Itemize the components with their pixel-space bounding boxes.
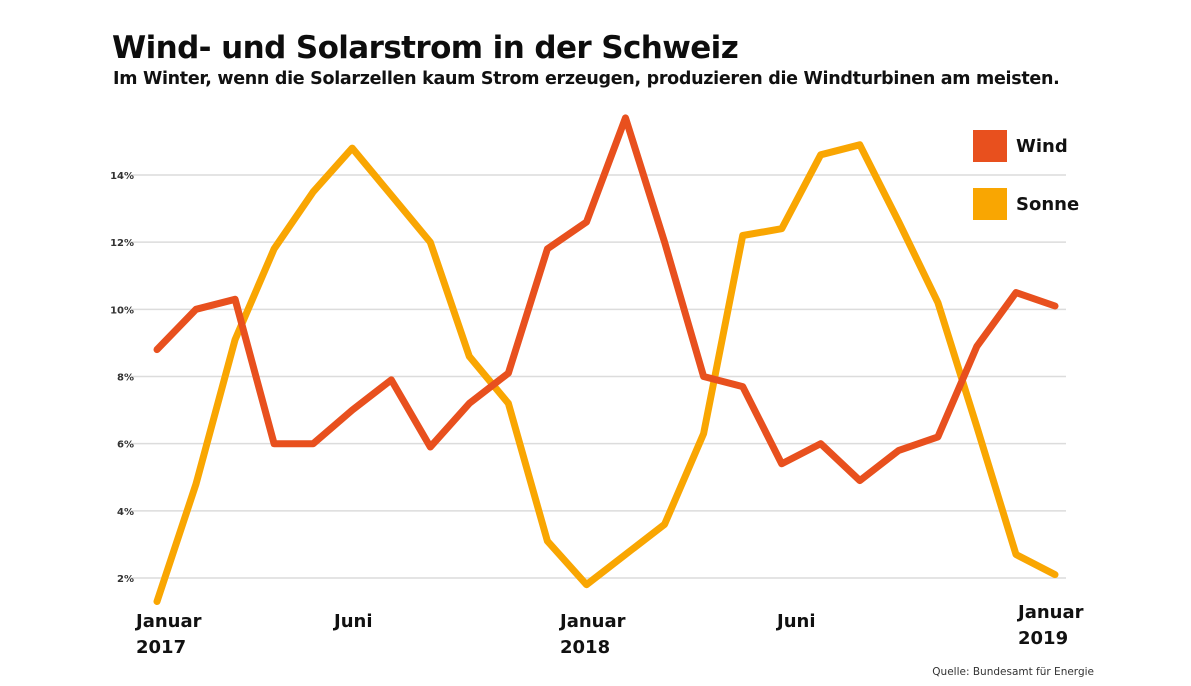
x-tick-label: Juni xyxy=(775,611,816,632)
x-tick-label: Januar 2017 xyxy=(134,611,202,658)
legend-label-sonne: Sonne xyxy=(1016,194,1079,215)
y-tick-label: 6% xyxy=(117,440,134,451)
legend-swatch-sonne xyxy=(973,188,1007,220)
legend-swatch-wind xyxy=(973,130,1007,162)
x-tick-label-line: 2019 xyxy=(1018,628,1068,649)
y-tick-label: 4% xyxy=(117,507,134,518)
x-tick-label-line: Juni xyxy=(775,611,816,632)
chart-title: Wind- und Solarstrom in der Schweiz xyxy=(112,30,739,66)
legend-label-wind: Wind xyxy=(1016,136,1068,157)
x-tick-label: Januar 2019 xyxy=(1016,602,1084,649)
chart-subtitle: Im Winter, wenn die Solarzellen kaum Str… xyxy=(113,69,1060,89)
y-tick-label: 2% xyxy=(117,574,134,585)
x-tick-label-line: Juni xyxy=(332,611,373,632)
y-axis-ticks: 2% 4% 6% 8% 10% 12% 14% xyxy=(110,171,134,585)
x-tick-label: Juni xyxy=(332,611,373,632)
legend: Wind Sonne xyxy=(973,130,1079,220)
x-tick-label: Januar 2018 xyxy=(558,611,626,658)
x-axis-ticks: Januar 2017 Juni Januar 2018 Juni Januar 2019 xyxy=(134,602,1084,658)
series-line-wind xyxy=(153,114,1059,485)
x-tick-label-line: Januar xyxy=(134,611,202,632)
y-tick-label: 12% xyxy=(110,238,134,249)
y-tick-label: 10% xyxy=(110,305,134,316)
x-tick-label-line: 2018 xyxy=(560,637,610,658)
source-note: Quelle: Bundesamt für Energie xyxy=(932,666,1094,678)
y-tick-label: 8% xyxy=(117,373,134,384)
series-lines xyxy=(153,114,1059,605)
x-tick-label-line: Januar xyxy=(558,611,626,632)
y-tick-label: 14% xyxy=(110,171,134,182)
gridlines xyxy=(131,174,1066,579)
x-tick-label-line: Januar xyxy=(1016,602,1084,623)
series-line-sonne xyxy=(153,141,1059,605)
x-tick-label-line: 2017 xyxy=(136,637,186,658)
